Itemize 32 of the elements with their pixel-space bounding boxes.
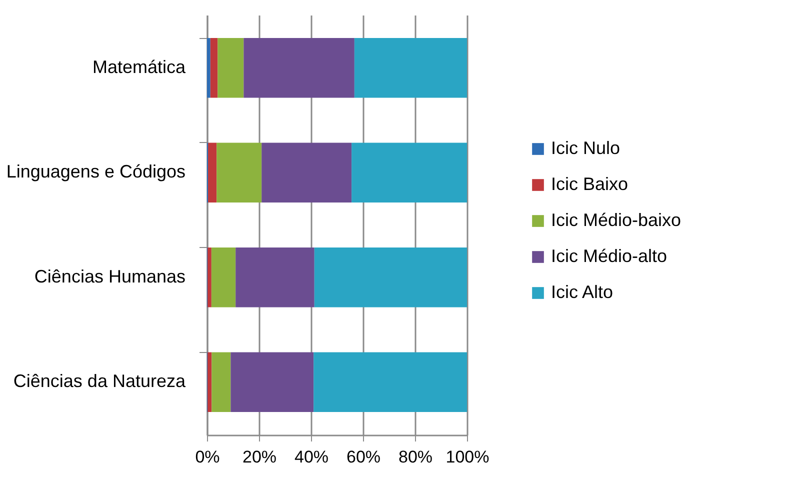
bar (244, 38, 354, 98)
x-tick-label: 40% (294, 448, 329, 466)
bar (216, 142, 262, 202)
bar (208, 352, 212, 412)
legend-label: Icic Alto (551, 282, 614, 302)
bar (314, 352, 467, 412)
x-tick-label: 20% (242, 448, 277, 466)
bar (211, 248, 236, 308)
legend-label: Icic Médio-baixo (551, 210, 682, 230)
bar (236, 248, 314, 308)
bar (207, 38, 210, 98)
bar (210, 38, 218, 98)
bar (230, 352, 314, 412)
bar (208, 142, 217, 202)
x-tick-label: 80% (398, 448, 433, 466)
y-tick-label: Linguagens e Códigos (6, 162, 186, 182)
bar (262, 142, 352, 202)
y-tick-label: Ciências Humanas (34, 266, 186, 286)
bar (212, 352, 231, 412)
y-tick-label: Matemática (92, 56, 186, 77)
bar (314, 248, 467, 308)
x-tick-label: 100% (446, 448, 490, 466)
bar (218, 38, 244, 98)
bar (352, 142, 467, 202)
legend-label: Icic Nulo (551, 138, 620, 158)
x-tick-label: 60% (346, 448, 381, 466)
legend-label: Icic Médio-alto (551, 246, 668, 266)
legend-label: Icic Baixo (551, 174, 628, 194)
x-tick-label: 0% (195, 448, 220, 466)
bar (208, 248, 212, 308)
y-tick-label: Ciências da Natureza (13, 371, 186, 392)
bar (354, 38, 467, 98)
